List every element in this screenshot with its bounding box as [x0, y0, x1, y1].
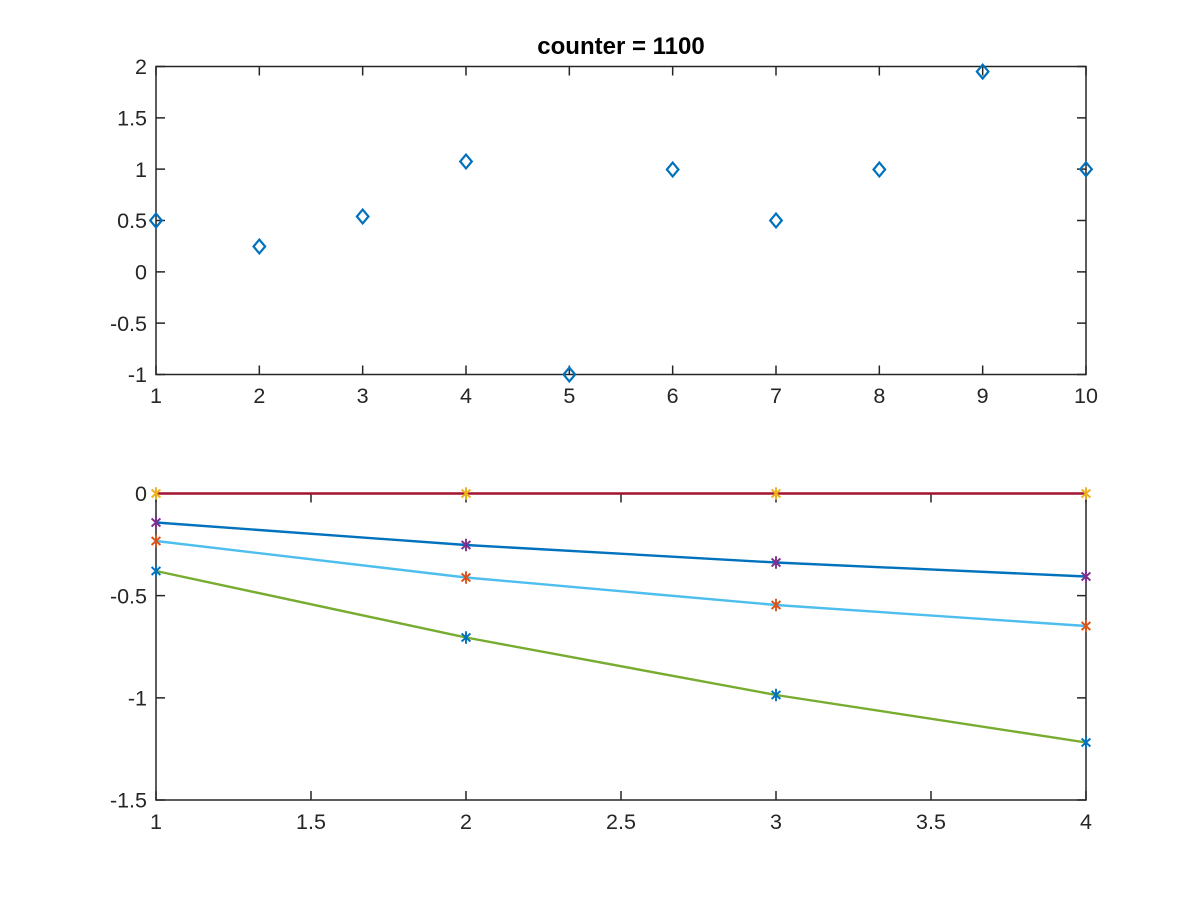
svg-text:-1: -1 — [128, 687, 147, 711]
svg-text:-0.5: -0.5 — [110, 584, 147, 608]
svg-text:2.5: 2.5 — [606, 810, 636, 834]
svg-text:4: 4 — [460, 384, 472, 408]
svg-text:5: 5 — [563, 384, 575, 408]
svg-text:1: 1 — [150, 810, 162, 834]
svg-text:10: 10 — [1074, 384, 1098, 408]
svg-text:9: 9 — [977, 384, 989, 408]
svg-text:6: 6 — [667, 384, 679, 408]
svg-text:-1: -1 — [128, 363, 147, 387]
svg-text:-1.5: -1.5 — [110, 789, 147, 813]
svg-text:3: 3 — [770, 810, 782, 834]
svg-text:1: 1 — [135, 158, 147, 182]
svg-text:4: 4 — [1080, 810, 1092, 834]
svg-text:3: 3 — [357, 384, 369, 408]
svg-text:counter = 1100: counter = 1100 — [537, 33, 704, 60]
svg-text:8: 8 — [873, 384, 885, 408]
svg-text:0.5: 0.5 — [117, 209, 147, 233]
svg-text:3.5: 3.5 — [916, 810, 946, 834]
svg-text:2: 2 — [135, 55, 147, 79]
svg-text:1.5: 1.5 — [296, 810, 326, 834]
svg-text:2: 2 — [460, 810, 472, 834]
svg-text:2: 2 — [253, 384, 265, 408]
svg-text:7: 7 — [770, 384, 782, 408]
svg-text:1.5: 1.5 — [117, 107, 147, 131]
svg-text:1: 1 — [150, 384, 162, 408]
svg-text:-0.5: -0.5 — [110, 312, 147, 336]
svg-text:0: 0 — [135, 261, 147, 285]
svg-text:0: 0 — [135, 482, 147, 506]
